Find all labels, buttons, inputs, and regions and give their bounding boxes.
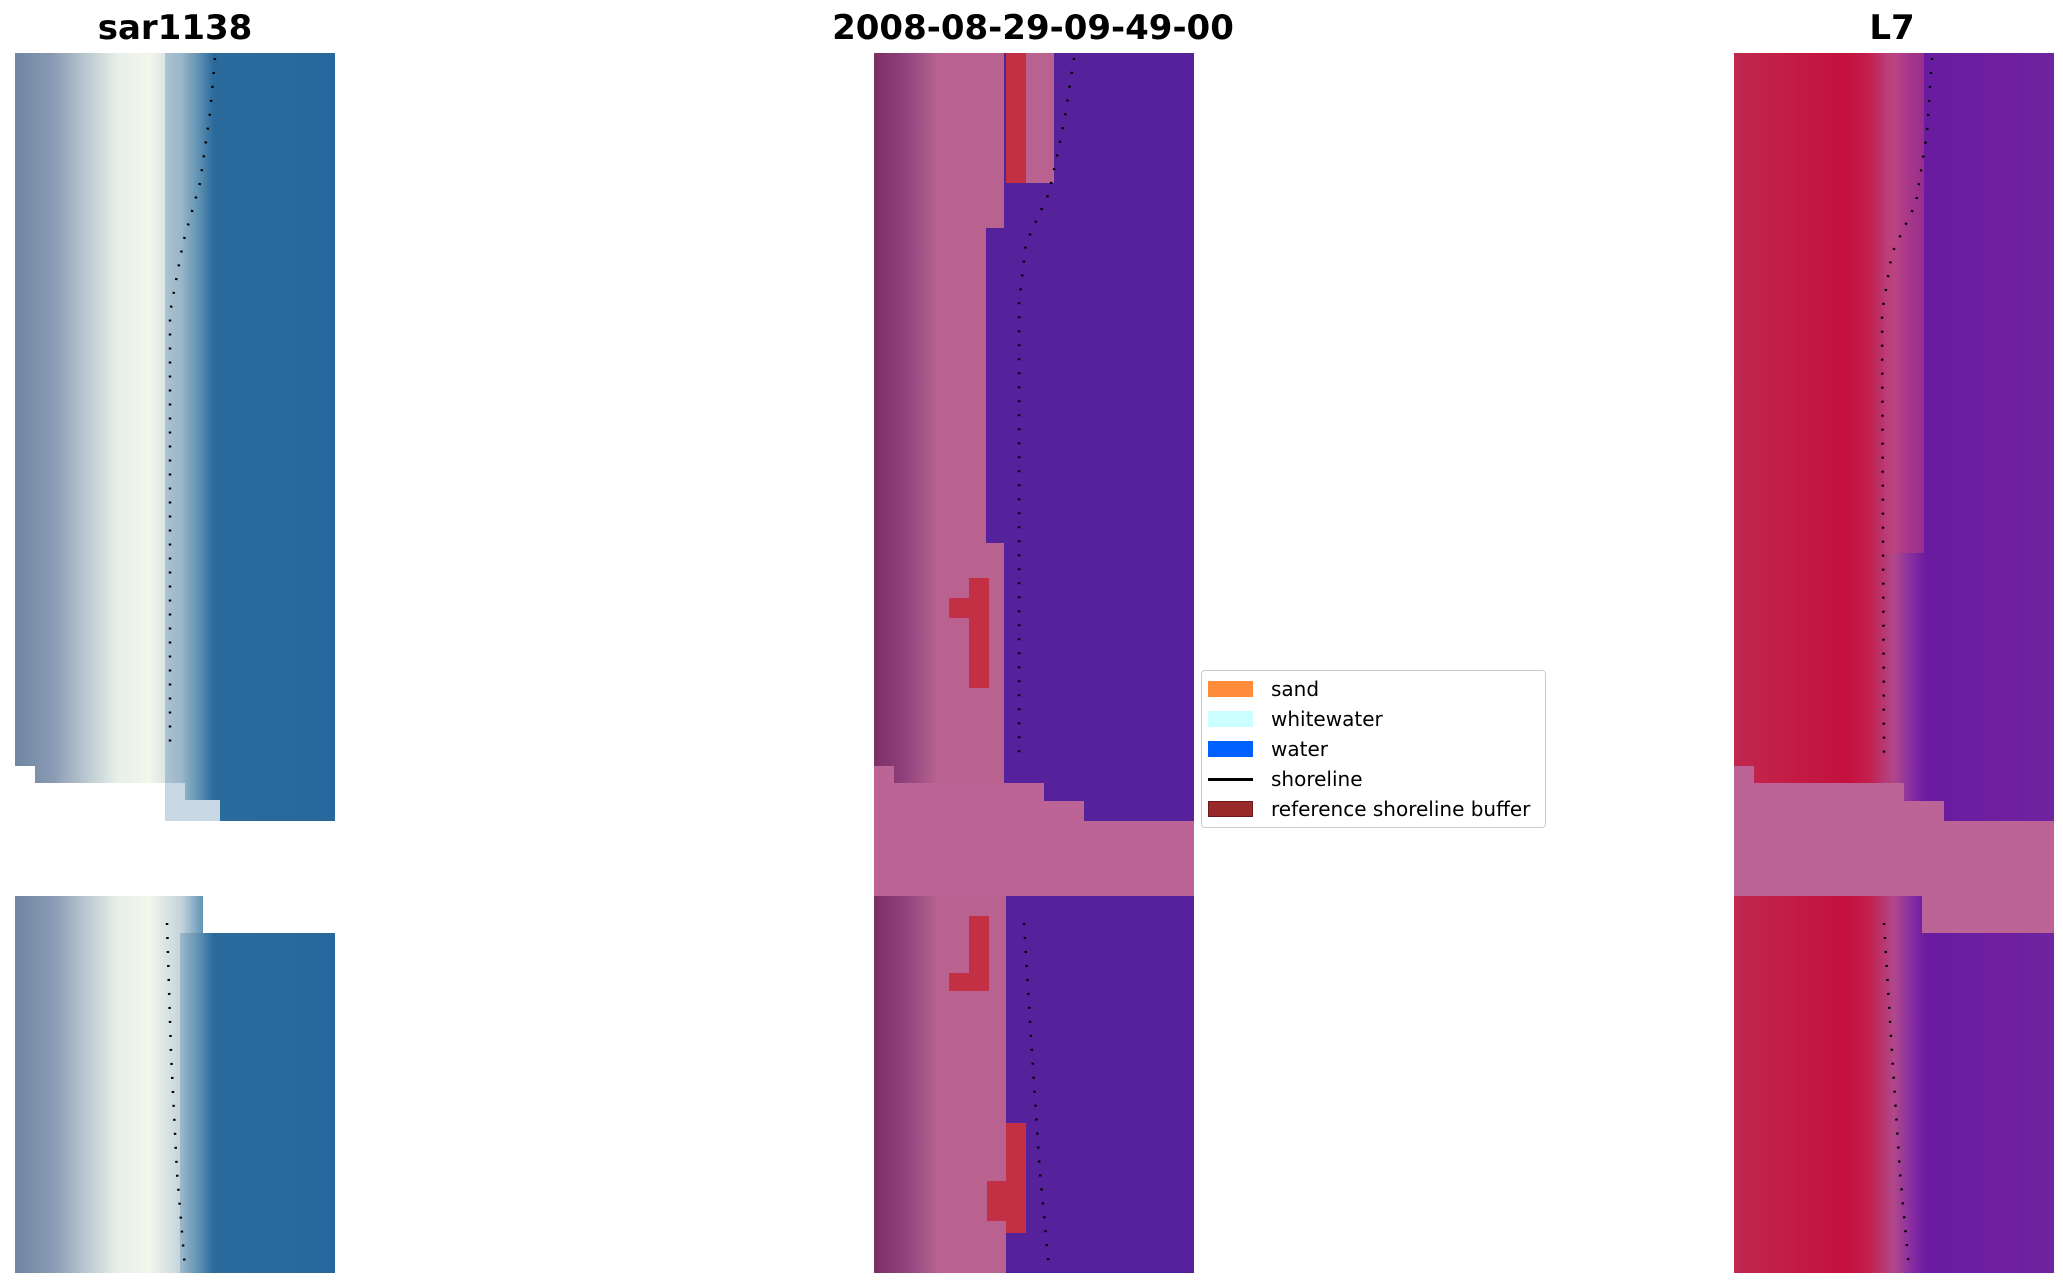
- legend-item-reference-buffer: reference shoreline buffer: [1208, 797, 1530, 821]
- water-swatch: [1208, 741, 1253, 757]
- classified-image: [874, 53, 1194, 1273]
- sand-swatch: [1208, 681, 1253, 697]
- rgb-image-panel: [15, 53, 335, 1273]
- rgb-image: [15, 53, 335, 1273]
- index-image-panel: [1734, 53, 2054, 1273]
- legend-label-whitewater: whitewater: [1271, 707, 1383, 731]
- legend-item-whitewater: whitewater: [1208, 707, 1383, 731]
- legend-item-sand: sand: [1208, 677, 1319, 701]
- classified-image-panel: [874, 53, 1194, 1273]
- panel-title-middle: 2008-08-29-09-49-00: [832, 8, 1234, 48]
- legend-item-water: water: [1208, 737, 1328, 761]
- legend-label-shoreline: shoreline: [1271, 767, 1363, 791]
- panel-title-left: sar1138: [97, 8, 253, 48]
- reference-buffer-swatch: [1208, 801, 1253, 817]
- legend-item-shoreline: shoreline: [1208, 767, 1363, 791]
- shoreline-swatch: [1208, 777, 1253, 781]
- legend-label-sand: sand: [1271, 677, 1320, 701]
- whitewater-swatch: [1208, 711, 1253, 727]
- legend-label-water: water: [1271, 737, 1328, 761]
- legend: sand whitewater water shoreline referenc…: [1201, 670, 1546, 828]
- panel-title-right: L7: [1869, 8, 1915, 48]
- legend-label-reference-buffer: reference shoreline buffer: [1271, 797, 1531, 821]
- index-image: [1734, 53, 2054, 1273]
